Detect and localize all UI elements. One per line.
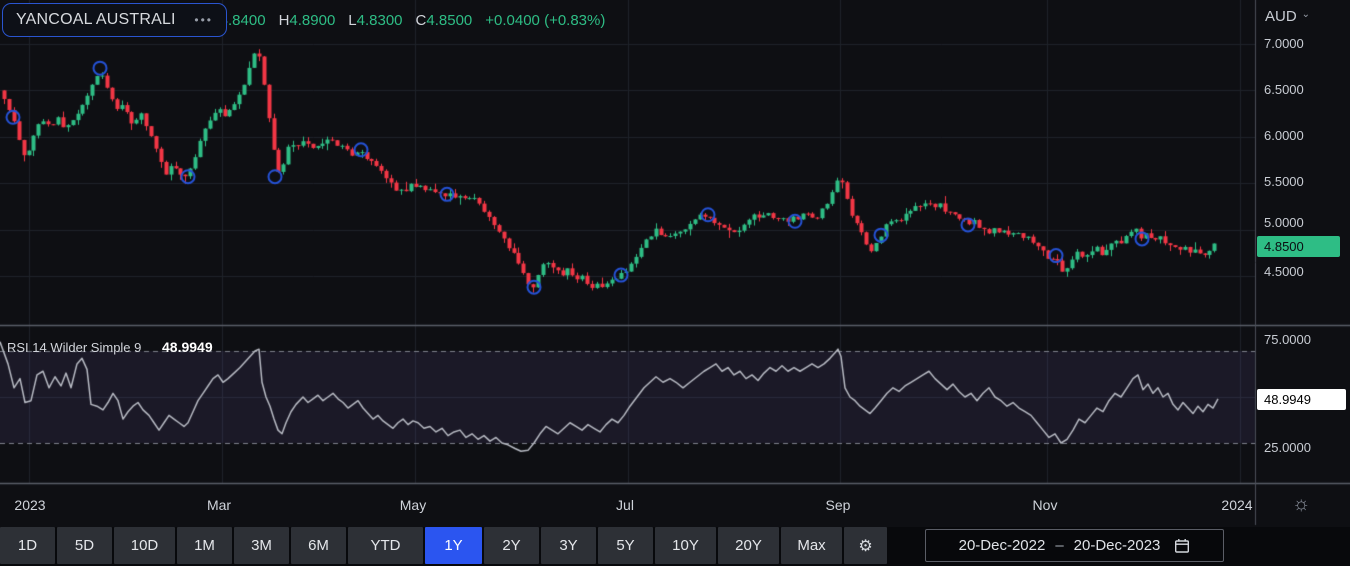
- range-button-10y[interactable]: 10Y: [655, 527, 716, 564]
- chart-settings-button[interactable]: ⚙: [844, 527, 887, 564]
- price-tick: 5.0000: [1264, 215, 1304, 230]
- price-scale[interactable]: AUD ⌄ 7.0000 6.5000 6.0000 5.5000 5.0000…: [1256, 0, 1350, 483]
- range-button-20y[interactable]: 20Y: [718, 527, 779, 564]
- gear-icon: ⚙: [858, 537, 873, 555]
- time-tick: May: [399, 497, 427, 513]
- range-button-3m[interactable]: 3M: [234, 527, 289, 564]
- range-button-max[interactable]: Max: [781, 527, 842, 564]
- high-value: H4.8900: [278, 12, 336, 29]
- time-tick: Nov: [1032, 497, 1058, 513]
- range-button-1m[interactable]: 1M: [177, 527, 232, 564]
- time-tick: Sep: [825, 497, 851, 513]
- symbol-pill[interactable]: YANCOAL AUSTRALI •••: [2, 3, 227, 37]
- range-button-1d[interactable]: 1D: [0, 527, 55, 564]
- currency-label: AUD: [1265, 8, 1297, 25]
- range-button-1y[interactable]: 1Y: [425, 527, 482, 564]
- time-tick: Jul: [616, 497, 634, 513]
- time-tick: Mar: [206, 497, 232, 513]
- scale-settings-icon[interactable]: ☼: [1292, 493, 1311, 515]
- last-price-badge: 4.8500: [1257, 236, 1340, 257]
- date-to: 20-Dec-2023: [1073, 537, 1161, 554]
- range-button-10d[interactable]: 10D: [114, 527, 175, 564]
- rsi-upper-tick: 75.0000: [1264, 332, 1311, 347]
- symbol-name: YANCOAL AUSTRALI: [16, 11, 176, 28]
- price-tick: 4.5000: [1264, 264, 1304, 279]
- change-value: +0.0400 (+0.83%): [485, 12, 606, 29]
- range-button-5d[interactable]: 5D: [57, 527, 112, 564]
- rsi-lower-tick: 25.0000: [1264, 440, 1311, 455]
- time-tick: 2024: [1221, 497, 1253, 513]
- range-toolbar: 1D 5D 10D 1M 3M 6M YTD 1Y 2Y 3Y 5Y 10Y 2…: [0, 527, 1350, 566]
- more-options-icon[interactable]: •••: [194, 13, 213, 27]
- currency-selector[interactable]: AUD ⌄: [1265, 8, 1310, 25]
- date-range-picker[interactable]: 20-Dec-2022 – 20-Dec-2023: [925, 529, 1224, 562]
- range-button-6m[interactable]: 6M: [291, 527, 346, 564]
- calendar-icon[interactable]: [1174, 538, 1190, 554]
- low-value: L4.8300: [348, 12, 403, 29]
- price-tick: 7.0000: [1264, 36, 1304, 51]
- price-tick: 6.5000: [1264, 82, 1304, 97]
- range-button-5y[interactable]: 5Y: [598, 527, 653, 564]
- range-button-3y[interactable]: 3Y: [541, 527, 596, 564]
- time-axis[interactable]: 2023 Mar May Jul Sep Nov 2024: [0, 497, 1255, 525]
- range-button-2y[interactable]: 2Y: [484, 527, 539, 564]
- date-range-dash: –: [1055, 537, 1064, 554]
- time-tick: 2023: [14, 497, 46, 513]
- chevron-down-icon: ⌄: [1301, 9, 1311, 20]
- rsi-study-value: 48.9949: [162, 339, 213, 355]
- date-from: 20-Dec-2022: [958, 537, 1046, 554]
- rsi-study-label[interactable]: RSI 14 Wilder Simple 9 48.9949: [7, 339, 213, 355]
- price-tick: 5.5000: [1264, 174, 1304, 189]
- rsi-value-badge: 48.9949: [1257, 389, 1346, 410]
- close-value: C4.8500: [415, 12, 473, 29]
- range-button-ytd[interactable]: YTD: [348, 527, 423, 564]
- rsi-study-title: RSI 14 Wilder Simple 9: [7, 340, 142, 355]
- price-tick: 6.0000: [1264, 128, 1304, 143]
